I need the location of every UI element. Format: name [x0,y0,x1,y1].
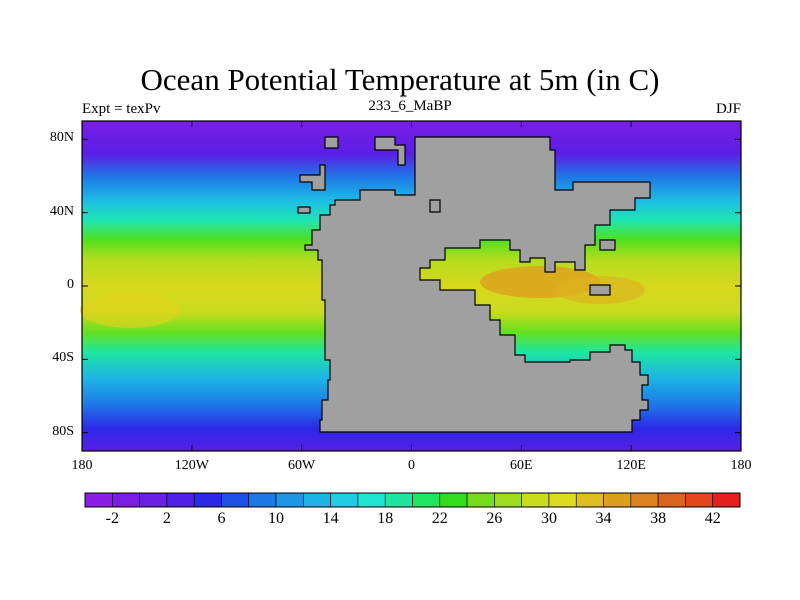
colorbar-box [466,492,495,508]
lon-label-60w: 60W [288,458,316,473]
lat-label-40s: 40S [52,350,74,366]
colorbar-box [384,492,413,508]
colorbar-box [712,492,741,508]
colorbar-box [575,492,604,508]
cb-label: 38 [650,510,667,527]
season-label: DJF [715,101,741,117]
colorbar-box [111,492,140,508]
lon-label-180e: 180 [730,458,752,473]
colorbar-box [657,492,686,508]
lon-label-60e: 60E [510,458,533,473]
colorbar-box [166,492,195,508]
cb-label: 2 [162,510,171,527]
cb-label: 22 [431,510,448,527]
colorbar [84,492,741,508]
colorbar-box [494,492,522,508]
colorbar-box [303,492,331,508]
lon-label-120w: 120W [174,458,209,473]
cb-label: 26 [486,510,503,527]
cb-label: 10 [268,510,285,527]
cb-label: 30 [540,510,557,527]
colorbar-box [248,492,277,508]
lat-label-40n: 40N [49,203,74,219]
colorbar-box [275,492,304,508]
colorbar-box [439,492,468,508]
colorbar-box [548,492,577,508]
cb-label: 34 [595,510,612,527]
colorbar-box [84,492,113,508]
lon-label-120e: 120E [616,458,646,473]
colorbar-box [685,492,714,508]
colorbar-box [357,492,386,508]
axis-ticks [81,121,742,451]
lon-label-0: 0 [408,458,415,473]
cb-label: 6 [217,510,226,527]
lat-label-80s: 80S [52,423,74,439]
lat-label-80n: 80N [49,130,74,146]
colorbar-box [221,492,250,508]
colorbar-box [139,492,168,508]
cb-label: 14 [322,510,339,527]
colorbar-box [603,492,632,508]
cb-label: 42 [704,510,721,527]
cb-label: 18 [377,510,394,527]
age-label: 233_6_MaBP [368,98,452,114]
colorbar-box [521,492,550,508]
plot-title: Ocean Potential Temperature at 5m (in C) [140,62,660,97]
lon-label-180w: 180 [71,458,93,473]
land-mass [297,136,651,433]
colorbar-box [193,492,222,508]
experiment-label: Expt = texPv [82,101,161,117]
lat-label-0: 0 [67,277,74,292]
cb-label: -2 [105,510,119,527]
colorbar-box [412,492,441,508]
colorbar-box [630,492,659,508]
colorbar-box [330,492,359,508]
